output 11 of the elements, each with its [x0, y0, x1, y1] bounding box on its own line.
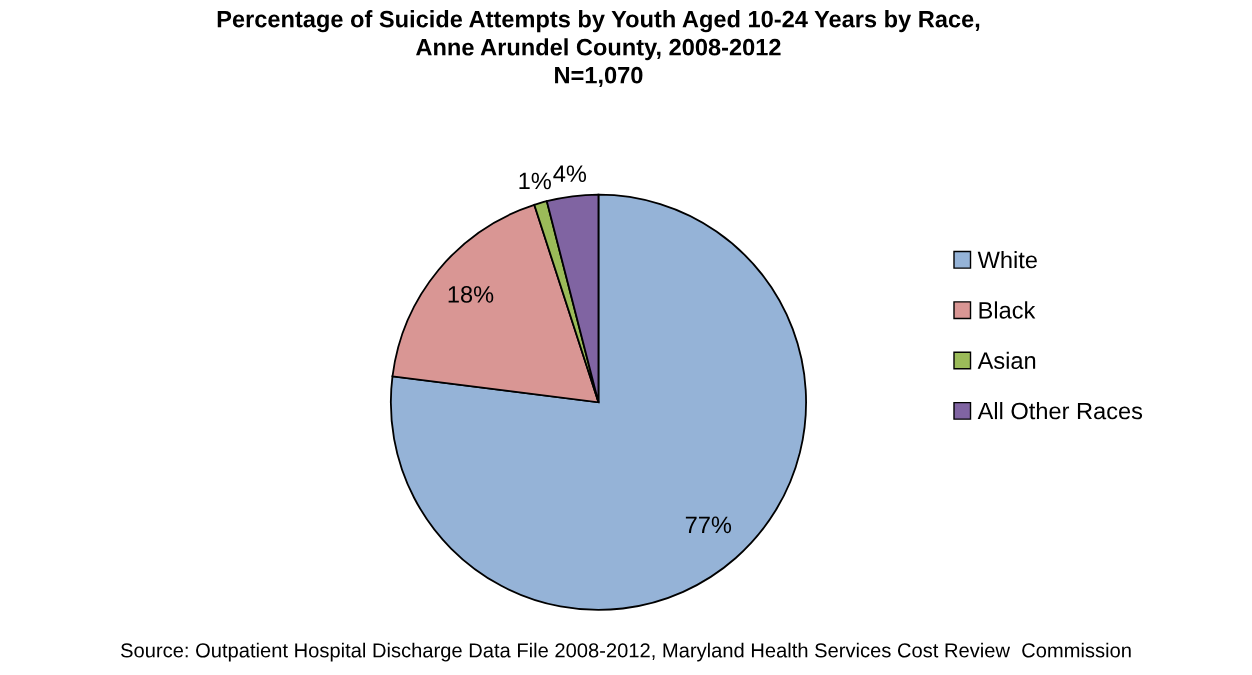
data-label: 18%: [448, 286, 494, 303]
source-note: Source: Outpatient Hospital Discharge Data File 2008-2012, Maryland Health Services Cost Review Commission: [121, 642, 1131, 662]
legend-label: All Other Races: [977, 402, 1143, 420]
legend-label: Asian: [977, 351, 1036, 370]
data-label: 4%: [553, 165, 587, 182]
legend-label: White: [977, 250, 1037, 269]
pie-slice: [389, 193, 807, 611]
data-label: 77%: [685, 516, 732, 534]
chart-title: Percentage of Suicide Attempts by Youth Aged 10-24 Years by Race, Anne Arundel County, 2008-2012 N=1,070: [217, 10, 980, 87]
data-label: 1%: [519, 172, 551, 190]
legend-label: Black: [979, 301, 1036, 319]
